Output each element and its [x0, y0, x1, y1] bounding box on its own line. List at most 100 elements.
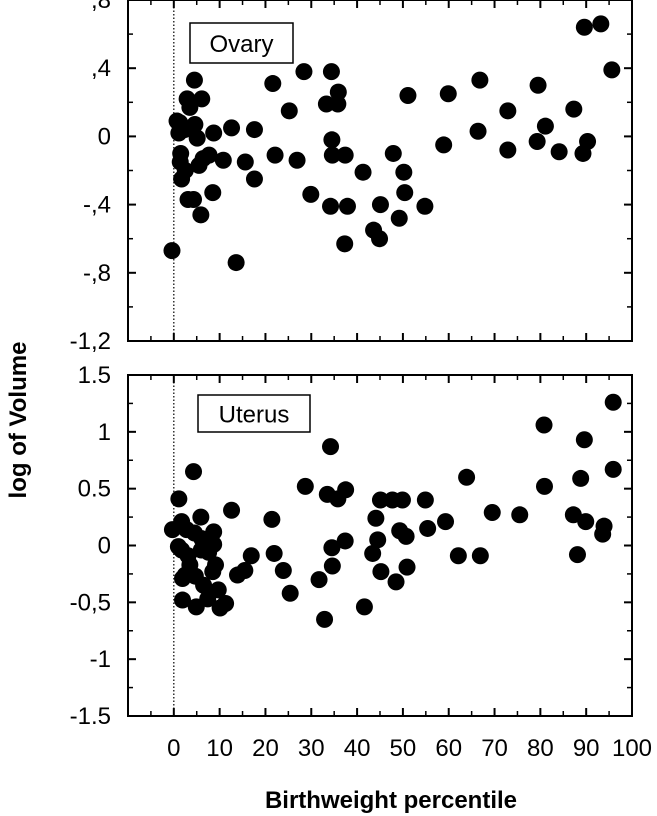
y-tick-label: 1: [98, 419, 111, 446]
data-point: [437, 513, 455, 531]
data-point: [174, 591, 192, 609]
data-point: [529, 76, 547, 94]
data-point: [329, 83, 347, 101]
data-point: [245, 121, 263, 139]
data-point: [186, 115, 204, 133]
data-point: [592, 15, 610, 33]
data-point: [595, 517, 613, 535]
data-point: [223, 119, 241, 137]
data-point: [399, 86, 417, 104]
data-point: [209, 581, 227, 599]
data-point: [336, 532, 354, 550]
data-point: [372, 563, 390, 581]
data-point: [528, 133, 546, 151]
data-point: [354, 163, 372, 181]
y-tick-label: -1: [90, 646, 111, 673]
data-point: [281, 584, 299, 602]
data-point: [449, 547, 467, 565]
x-tick-label: 100: [612, 735, 652, 762]
x-tick-label: 90: [573, 735, 600, 762]
data-point: [205, 535, 223, 553]
data-point: [265, 544, 283, 562]
x-tick-label: 20: [252, 735, 279, 762]
data-point: [371, 491, 389, 509]
data-point: [393, 491, 411, 509]
data-point: [205, 124, 223, 142]
chart-panel-uterus: 1.5 1 0.5 0 -0,5 -1 -1.5 0 10 20 30 40 50 60 70 80 90 100…: [70, 362, 652, 762]
data-point: [316, 610, 334, 628]
data-point: [565, 100, 583, 118]
data-point: [170, 490, 188, 508]
data-point: [266, 146, 284, 164]
data-point: [322, 63, 340, 81]
y-tick-label: 0: [98, 123, 111, 150]
data-point: [207, 556, 225, 574]
x-tick-label: 0: [167, 735, 180, 762]
data-point: [280, 102, 298, 120]
data-point: [223, 501, 241, 519]
data-point: [185, 190, 203, 208]
data-point: [575, 18, 593, 36]
data-point: [337, 481, 355, 499]
data-point: [295, 63, 313, 81]
y-axis-title: log of Volume: [5, 342, 32, 499]
data-point: [568, 546, 586, 564]
data-point: [371, 196, 389, 214]
data-point: [371, 230, 389, 248]
y-tick-label: 1.5: [78, 362, 111, 389]
data-point: [355, 598, 373, 616]
data-point: [181, 98, 199, 116]
y-tick-label: -1.5: [70, 703, 111, 730]
data-point: [188, 129, 206, 147]
data-point: [274, 562, 292, 580]
data-point: [603, 61, 621, 79]
data-point: [499, 102, 517, 120]
y-tick-label: -0,5: [70, 589, 111, 616]
y-tick-label: ,8: [91, 0, 111, 14]
x-tick-label: 50: [390, 735, 417, 762]
data-point: [458, 468, 476, 486]
data-point: [419, 519, 437, 537]
data-point: [322, 197, 340, 215]
data-point: [396, 184, 414, 202]
chart-panel-ovary: ,8 ,4 0 -,4 -,8 -1,2 Ovary: [70, 0, 633, 355]
data-point: [205, 523, 223, 541]
data-point: [264, 75, 282, 93]
data-point: [227, 254, 245, 272]
y-tick-label: 0.5: [78, 476, 111, 503]
data-point: [323, 146, 341, 164]
data-point: [604, 460, 622, 478]
panel-label: Uterus: [219, 402, 290, 429]
data-point: [263, 510, 281, 528]
x-axis-title: Birthweight percentile: [265, 787, 517, 814]
data-point: [416, 197, 434, 215]
data-point: [192, 508, 210, 526]
data-point: [535, 416, 553, 434]
data-point: [323, 557, 341, 575]
data-point: [435, 136, 453, 154]
data-point: [200, 146, 218, 164]
data-point: [163, 242, 181, 260]
data-point: [310, 571, 328, 589]
data-point: [550, 143, 568, 161]
data-point: [185, 463, 203, 481]
y-tick-label: ,4: [91, 55, 111, 82]
data-point: [604, 393, 622, 411]
panel-label-box: [189, 22, 294, 64]
data-point: [195, 576, 213, 594]
data-point: [204, 184, 222, 202]
x-tick-label: 40: [344, 735, 371, 762]
data-point: [336, 146, 354, 164]
data-point: [217, 594, 235, 612]
data-point: [296, 477, 314, 495]
data-point: [192, 206, 210, 224]
data-point: [323, 539, 341, 557]
data-point: [193, 90, 211, 108]
y-tick-label: -,8: [83, 260, 111, 287]
panel-label: Ovary: [209, 31, 273, 58]
data-point: [416, 491, 434, 509]
data-point: [288, 151, 306, 169]
y-tick-label: 0: [98, 533, 111, 560]
data-point: [499, 141, 517, 159]
